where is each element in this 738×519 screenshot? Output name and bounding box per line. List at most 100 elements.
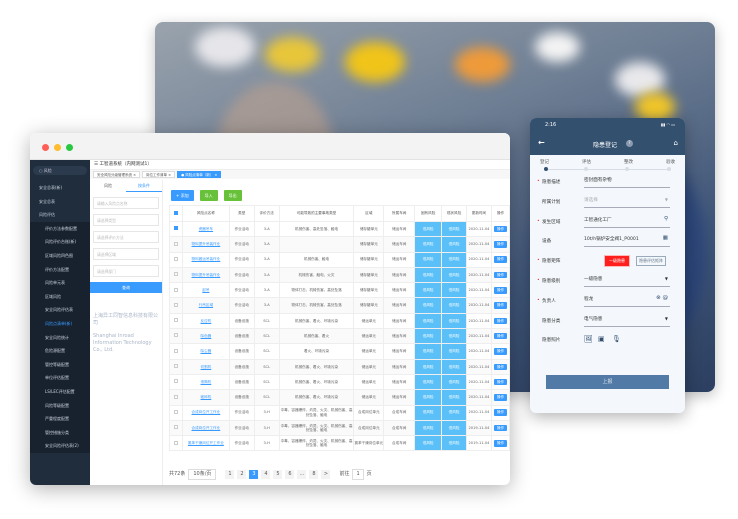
department-select[interactable]: 请选择部门 xyxy=(93,265,159,277)
sidebar-item[interactable]: 风险单元表 xyxy=(30,276,90,290)
row-action-button[interactable]: 操作 xyxy=(493,394,508,401)
risk-point-link[interactable]: 瓷器吊车 xyxy=(181,220,230,238)
risk-point-link[interactable]: 除色器 xyxy=(181,328,230,345)
location-icon[interactable]: ⚲ xyxy=(663,215,668,222)
row-checkbox[interactable] xyxy=(173,425,178,430)
row-checkbox[interactable] xyxy=(173,364,178,369)
sidebar-item[interactable]: 安全风险评估表 xyxy=(30,303,90,317)
row-checkbox[interactable] xyxy=(173,348,178,353)
chevron-down-icon[interactable]: ▼ xyxy=(664,196,668,202)
risk-name-input[interactable]: 请输入风险点名称 xyxy=(93,197,159,209)
chevron-down-icon[interactable]: ▼ xyxy=(664,275,668,281)
risk-point-link[interactable]: 氯苯干燥岗位开工作业 xyxy=(181,435,230,452)
sidebar-item[interactable]: 安全风险评估表(2) xyxy=(30,439,90,453)
row-checkbox[interactable] xyxy=(173,272,178,277)
sidebar-item[interactable]: 评价方法参数配置 xyxy=(30,221,90,236)
sidebar-item[interactable]: 危险源配置 xyxy=(30,344,90,358)
risk-point-link[interactable]: 反应机 xyxy=(181,312,230,330)
row-action-button[interactable]: 操作 xyxy=(493,287,508,294)
scan-icon[interactable]: ▦ xyxy=(662,235,668,242)
page-button[interactable]: ... xyxy=(297,470,307,479)
row-checkbox[interactable] xyxy=(173,394,178,399)
row-action-button[interactable]: 操作 xyxy=(493,317,508,325)
field-input[interactable]: 10t/h锅炉安全阀1_P0001 ▦ xyxy=(584,235,670,248)
risk-point-link[interactable]: 合成岗位开工作业 xyxy=(181,404,230,421)
page-button[interactable]: > xyxy=(321,470,331,479)
page-button[interactable]: 1 xyxy=(225,470,235,479)
risk-point-link[interactable]: 除尘器 xyxy=(181,343,230,360)
chevron-down-icon[interactable]: ▼ xyxy=(664,315,668,321)
area-select[interactable]: 请选择区域 xyxy=(93,248,159,260)
row-action-button[interactable]: 操作 xyxy=(493,256,508,263)
home-icon[interactable]: ⌂ xyxy=(673,139,678,147)
submit-button[interactable]: 上报 xyxy=(546,375,669,389)
help-icon[interactable]: ? xyxy=(626,140,633,147)
sidebar-item[interactable]: 区域风险 xyxy=(30,289,90,304)
method-select[interactable]: 请选择评价方法 xyxy=(93,231,159,243)
sidebar-item[interactable]: 评价方法配置 xyxy=(30,262,90,277)
risk-point-link[interactable]: 物料提升吊装作业 xyxy=(181,236,230,253)
page-button[interactable]: 5 xyxy=(273,470,283,479)
row-action-button[interactable]: 操作 xyxy=(493,378,508,386)
risk-point-link[interactable]: 滚筒机 xyxy=(181,373,230,391)
row-action-button[interactable]: 操作 xyxy=(493,440,508,447)
risk-point-link[interactable]: 物料提升吊装作业 xyxy=(181,266,230,284)
sidebar-item[interactable]: 风险点清单(新) xyxy=(30,316,90,331)
page-button[interactable]: 2 xyxy=(237,470,247,479)
tab-risk-points[interactable]: ● 风险点清单（新） × xyxy=(177,171,222,178)
page-button[interactable]: 6 xyxy=(285,470,295,479)
sidebar-item[interactable]: 严重程度配置 xyxy=(30,412,90,426)
field-input[interactable]: 密封面有杂物 xyxy=(584,177,670,188)
row-action-button[interactable]: 操作 xyxy=(493,302,508,309)
back-arrow-icon[interactable]: ← xyxy=(538,138,545,147)
risk-point-link[interactable]: 破碎机 xyxy=(181,389,230,406)
row-checkbox[interactable] xyxy=(173,256,178,261)
select-all-checkbox[interactable] xyxy=(173,210,178,215)
tab-job-list[interactable]: 岗位工作清单 × xyxy=(142,171,176,178)
risk-level-badge[interactable]: 一级隐患 xyxy=(604,255,630,268)
add-audio-icon[interactable]: 🎙 xyxy=(612,335,621,344)
row-action-button[interactable]: 操作 xyxy=(493,424,508,432)
sidebar-item[interactable]: LS/LEC评估配置 xyxy=(30,384,90,399)
add-video-icon[interactable]: ▣ xyxy=(598,335,605,344)
field-input[interactable]: 一级隐患 ▼ xyxy=(584,276,670,287)
filter-tab-risk[interactable]: 风险 xyxy=(104,183,112,188)
risk-point-link[interactable]: 切割机 xyxy=(181,358,230,375)
add-button[interactable]: + 添加 xyxy=(171,190,194,201)
page-button[interactable]: 8 xyxy=(309,470,319,479)
sidebar-item[interactable]: 安全总表(新) xyxy=(39,185,63,190)
sidebar-item[interactable]: 单位评估配置 xyxy=(30,371,90,385)
menu-icon[interactable]: ☰ xyxy=(94,162,100,167)
row-checkbox[interactable] xyxy=(173,241,178,246)
field-input[interactable]: 请选择 ▼ xyxy=(584,197,670,208)
field-input[interactable]: 程龙 ⊗ @ xyxy=(584,294,670,307)
sidebar-item[interactable]: 风险等级配置 xyxy=(30,398,90,413)
row-action-button[interactable]: 操作 xyxy=(493,332,508,340)
filter-tab-condition[interactable]: 按条件 xyxy=(126,180,162,192)
page-button[interactable]: 4 xyxy=(261,470,271,479)
row-checkbox[interactable] xyxy=(173,440,178,445)
sidebar-item[interactable]: 安全风险统计 xyxy=(30,330,90,345)
row-action-button[interactable]: 操作 xyxy=(493,348,508,355)
row-checkbox[interactable] xyxy=(173,226,178,231)
export-button[interactable]: 导出 xyxy=(223,190,242,201)
row-action-button[interactable]: 操作 xyxy=(493,271,508,279)
add-photo-icon[interactable]: 🖼 xyxy=(584,335,593,344)
risk-point-link[interactable]: 合成岗位开工作业 xyxy=(181,419,230,437)
query-button[interactable]: 查询 xyxy=(90,282,162,293)
type-select[interactable]: 请选择类型 xyxy=(93,214,159,226)
close-window-button[interactable] xyxy=(42,144,49,151)
minimize-window-button[interactable] xyxy=(54,144,61,151)
field-input[interactable]: 电气隐患 ▼ xyxy=(584,316,670,327)
sidebar-item[interactable]: 管控措施分类 xyxy=(30,425,90,440)
goto-page-input[interactable]: 1 xyxy=(352,469,364,480)
risk-point-link[interactable]: 行吊区域 xyxy=(181,297,230,314)
row-checkbox[interactable] xyxy=(173,287,178,292)
maximize-window-button[interactable] xyxy=(66,144,73,151)
sidebar-item[interactable]: 管控等级配置 xyxy=(30,357,90,372)
row-checkbox[interactable] xyxy=(173,409,178,414)
at-icon[interactable]: ⊗ @ xyxy=(656,294,668,301)
page-button[interactable]: 3 xyxy=(249,470,259,479)
risk-point-link[interactable]: 起吊 xyxy=(181,282,230,299)
risk-matrix-link[interactable]: 隐患评估矩阵 xyxy=(636,256,666,267)
